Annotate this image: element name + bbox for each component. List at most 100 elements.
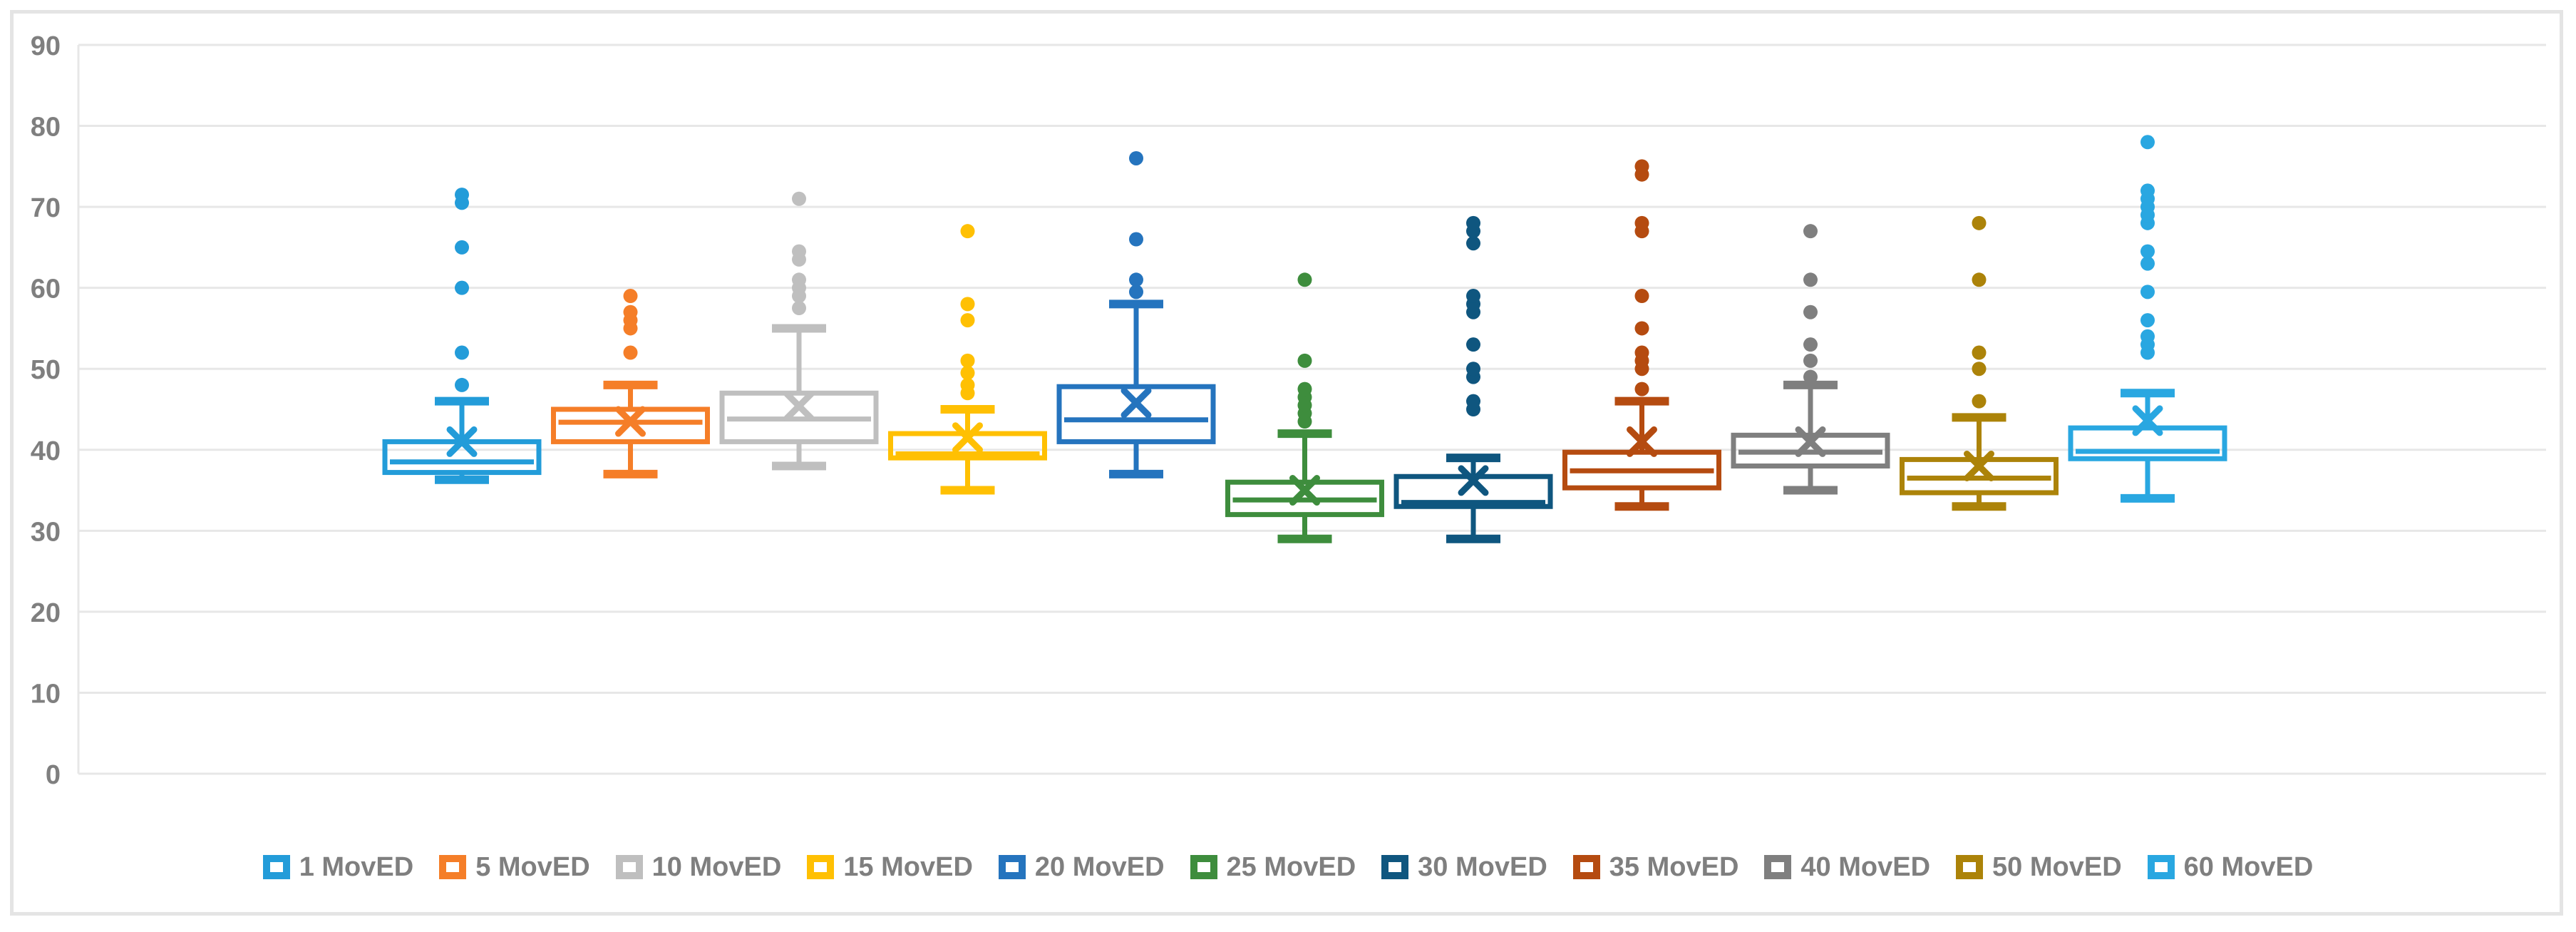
outlier-point <box>960 224 975 239</box>
outlier-point <box>623 345 638 360</box>
iqr-box <box>1900 456 2059 496</box>
mean-marker-x <box>952 422 983 454</box>
outlier-point <box>1634 289 1649 304</box>
legend-label: 50 MovED <box>1992 852 2122 882</box>
legend-swatch-icon <box>615 855 643 879</box>
outlier-point <box>1466 337 1480 352</box>
iqr-box <box>382 439 542 476</box>
iqr-box <box>1562 449 1721 491</box>
outlier-point <box>2140 329 2155 344</box>
outlier-point <box>1129 272 1143 287</box>
legend-label: 35 MovED <box>1609 852 1739 882</box>
legend-item-15-moved[interactable]: 15 MovED <box>807 854 973 881</box>
iqr-box <box>2068 425 2227 461</box>
outlier-point <box>1972 362 1987 377</box>
legend-label: 40 MovED <box>1800 852 1931 882</box>
mean-marker-x <box>1627 426 1657 457</box>
legend-item-25-moved[interactable]: 25 MovED <box>1190 854 1356 881</box>
legend-item-20-moved[interactable]: 20 MovED <box>998 852 1165 882</box>
box-series-15-moved <box>888 224 1047 495</box>
legend-swatch-icon <box>262 855 290 879</box>
outlier-point <box>792 244 806 259</box>
box-series-10-moved <box>719 191 879 471</box>
y-axis-tick-label: 0 <box>46 760 61 790</box>
mean-marker-x <box>783 390 815 421</box>
y-axis-tick-label: 40 <box>31 436 61 466</box>
legend: 1 MovED 5 MovED 10 MovED 15 MovED 20 MovED 25… <box>0 846 2576 889</box>
mean-marker-x <box>446 426 478 457</box>
legend-item-30-moved[interactable]: 30 MovED <box>1381 854 1547 881</box>
outlier-point <box>623 304 638 319</box>
outlier-point <box>1466 394 1480 409</box>
outlier-point <box>1466 362 1480 377</box>
iqr-box <box>1731 432 1890 468</box>
outlier-point <box>2140 135 2155 150</box>
mean-marker-x <box>1458 465 1489 496</box>
legend-label: 1 MovED <box>299 852 414 882</box>
outlier-point <box>1972 215 1987 230</box>
outlier-point <box>2140 285 2155 299</box>
legend-label: 15 MovED <box>843 852 973 882</box>
legend-label: 5 MovED <box>475 852 590 882</box>
legend-item-1-moved[interactable]: 1 MovED <box>262 852 414 882</box>
outlier-point <box>1972 345 1987 360</box>
legend-swatch-icon <box>1956 855 1984 879</box>
legend-swatch-icon <box>2147 855 2175 879</box>
box-series-40-moved <box>1731 224 1890 495</box>
y-axis-tick-label: 70 <box>31 193 61 223</box>
mean-marker-x <box>2132 405 2163 436</box>
outlier-point <box>1803 272 1818 287</box>
outlier-point <box>1129 150 1143 165</box>
outlier-point <box>1803 224 1818 239</box>
y-axis-tick-label: 50 <box>31 355 61 385</box>
outlier-point <box>960 313 975 328</box>
box-series-1-moved <box>382 188 542 484</box>
legend-item-40-moved[interactable]: 40 MovED <box>1764 854 1930 881</box>
outlier-point <box>455 377 469 392</box>
outlier-point <box>1297 381 1312 396</box>
outlier-point <box>1634 321 1649 336</box>
outlier-point <box>2140 183 2155 198</box>
mean-marker-x <box>1964 450 1994 481</box>
legend-label: 30 MovED <box>1418 852 1547 882</box>
mean-marker-x <box>615 406 646 437</box>
legend-item-60-moved[interactable]: 60 MovED <box>2147 854 2313 881</box>
box-series-25-moved <box>1225 272 1384 543</box>
legend-swatch-icon <box>439 855 467 879</box>
outlier-point <box>1972 394 1987 409</box>
outlier-point <box>1129 285 1143 299</box>
outlier-point <box>2140 313 2155 328</box>
legend-item-50-moved[interactable]: 50 MovED <box>1956 854 2122 881</box>
outlier-point <box>1803 304 1818 319</box>
legend-swatch-icon <box>1190 855 1217 879</box>
outlier-point <box>2140 244 2155 259</box>
legend-swatch-icon <box>998 855 1026 879</box>
legend-item-5-moved[interactable]: 5 MovED <box>439 852 590 882</box>
y-axis-tick-label: 60 <box>31 275 61 304</box>
box-series-50-moved <box>1900 215 2059 511</box>
outlier-point <box>2140 256 2155 271</box>
box-series-20-moved <box>1056 150 1216 478</box>
outlier-point <box>455 240 469 255</box>
outlier-point <box>1297 272 1312 287</box>
outlier-point <box>1466 215 1480 230</box>
outlier-point <box>455 280 469 295</box>
legend-item-35-moved[interactable]: 35 MovED <box>1572 852 1739 882</box>
outlier-point <box>455 188 469 203</box>
legend-item-10-moved[interactable]: 10 MovED <box>615 852 782 882</box>
legend-swatch-icon <box>1764 855 1792 879</box>
outlier-point <box>1466 236 1480 251</box>
legend-label: 20 MovED <box>1034 852 1165 882</box>
outlier-point <box>1466 289 1480 304</box>
outlier-point <box>960 365 975 380</box>
outlier-point <box>792 191 806 206</box>
y-axis-tick-label: 20 <box>31 598 61 628</box>
outlier-point <box>1634 215 1649 230</box>
legend-label: 10 MovED <box>651 852 782 882</box>
iqr-box <box>551 406 710 444</box>
outlier-point <box>1634 381 1649 396</box>
outlier-point <box>623 289 638 304</box>
outlier-point <box>1803 353 1818 368</box>
